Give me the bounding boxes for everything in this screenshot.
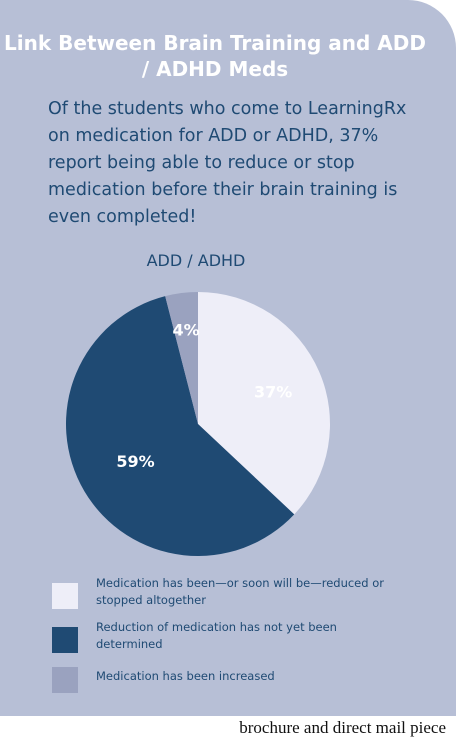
legend-label-reduced: Medication has been—or soon will be—redu…: [96, 576, 384, 607]
legend-item: Medication has been—or soon will be—redu…: [52, 575, 392, 615]
pie-slice-reduced: [198, 292, 331, 515]
pie-slice-undetermined: [66, 296, 295, 556]
legend-label-increased: Medication has been increased: [96, 669, 275, 683]
infographic-card: Link Between Brain Training and ADD / AD…: [0, 0, 456, 716]
legend-label-undetermined: Reduction of medication has not yet been…: [96, 620, 337, 651]
image-caption: brochure and direct mail piece: [239, 718, 446, 737]
infographic-title: Link Between Brain Training and ADD / AD…: [4, 31, 426, 81]
pie-slice-increased: [165, 292, 198, 424]
legend-swatch-reduced: [52, 583, 78, 609]
legend-swatch-increased: [52, 667, 78, 693]
legend-item: Reduction of medication has not yet been…: [52, 619, 392, 659]
legend-item: Medication has been increased: [52, 659, 392, 699]
pie-label-reduced: 37%: [254, 382, 292, 401]
legend-swatch-undetermined: [52, 627, 78, 653]
pie-label-undetermined: 59%: [116, 452, 154, 471]
intro-text: Of the students who come to LearningRx o…: [48, 99, 407, 227]
pie-label-increased: 4%: [173, 321, 200, 340]
pie-chart: 37% 59% 4%: [66, 292, 331, 556]
chart-title: ADD / ADHD: [146, 251, 246, 270]
